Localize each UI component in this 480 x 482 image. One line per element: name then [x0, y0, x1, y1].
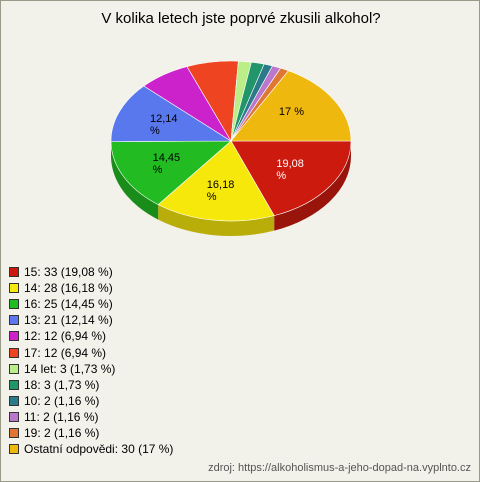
- legend-label: 15: 33 (19,08 %): [24, 265, 113, 279]
- legend-swatch: [9, 411, 19, 422]
- legend-label: Ostatní odpovědi: 30 (17 %): [24, 442, 174, 457]
- legend-item: 19: 2 (1,16 %): [9, 425, 99, 441]
- legend-swatch: [9, 299, 19, 310]
- value-label: 19,08 %: [276, 158, 304, 183]
- legend-label: 11: 2 (1,16 %): [24, 409, 99, 424]
- legend-item: 11: 2 (1,16 %): [9, 409, 98, 425]
- value-label: 12,14 %: [149, 113, 178, 138]
- legend-item: 12: 12 (6,94 %): [9, 328, 106, 344]
- chart-title: V kolika letech jste poprvé zkusili alko…: [101, 10, 380, 27]
- slice-side: [158, 204, 275, 236]
- slice: [230, 140, 352, 216]
- legend-item: 10: 2 (1,16 %): [9, 393, 99, 409]
- legend-label: 13: 21 (12,14 %): [24, 313, 113, 328]
- value-label: 16,18 %: [206, 178, 235, 203]
- slice: [230, 70, 352, 142]
- legend-swatch: [9, 379, 19, 390]
- legend-swatch: [9, 331, 19, 342]
- legend-swatch: [9, 267, 19, 277]
- legend-swatch: [9, 444, 19, 455]
- legend-item: 13: 21 (12,14 %): [9, 312, 113, 328]
- legend-swatch: [9, 347, 19, 358]
- legend-swatch: [9, 395, 19, 406]
- legend-label: 14: 28 (16,18 %): [24, 281, 113, 296]
- legend-label: 14 let: 3 (1,73 %): [24, 361, 116, 376]
- legend-item: 16: 25 (14,45 %): [9, 296, 113, 312]
- legend-swatch: [9, 283, 19, 294]
- legend-item: 15: 33 (19,08 %): [9, 264, 113, 280]
- legend-label: 17: 12 (6,94 %): [24, 345, 107, 360]
- slice: [110, 140, 232, 205]
- legend-label: 18: 3 (1,73 %): [24, 377, 100, 392]
- legend-item: Ostatní odpovědi: 30 (17 %): [9, 441, 173, 457]
- slice-side: [111, 141, 159, 220]
- legend-swatch: [9, 315, 19, 326]
- slice: [110, 85, 233, 142]
- legend-label: 12: 12 (6,94 %): [24, 329, 107, 344]
- legend-item: 17: 12 (6,94 %): [9, 345, 106, 361]
- source: zdroj: https://alkoholismus-a-jeho-dopad…: [208, 462, 471, 474]
- legend-item: 14 let: 3 (1,73 %): [9, 361, 115, 377]
- legend-label: 16: 25 (14,45 %): [24, 297, 113, 312]
- value-label: 14,45 %: [152, 152, 181, 177]
- legend-label: 19: 2 (1,16 %): [24, 426, 100, 440]
- slice: [157, 140, 275, 222]
- legend-label: 10: 2 (1,16 %): [24, 393, 100, 408]
- legend-swatch: [9, 363, 19, 374]
- legend-item: 14: 28 (16,18 %): [9, 280, 113, 296]
- legend-swatch: [9, 428, 19, 438]
- legend-item: 18: 3 (1,73 %): [9, 377, 99, 393]
- slice-side: [274, 141, 351, 231]
- value-label: 17 %: [278, 106, 304, 119]
